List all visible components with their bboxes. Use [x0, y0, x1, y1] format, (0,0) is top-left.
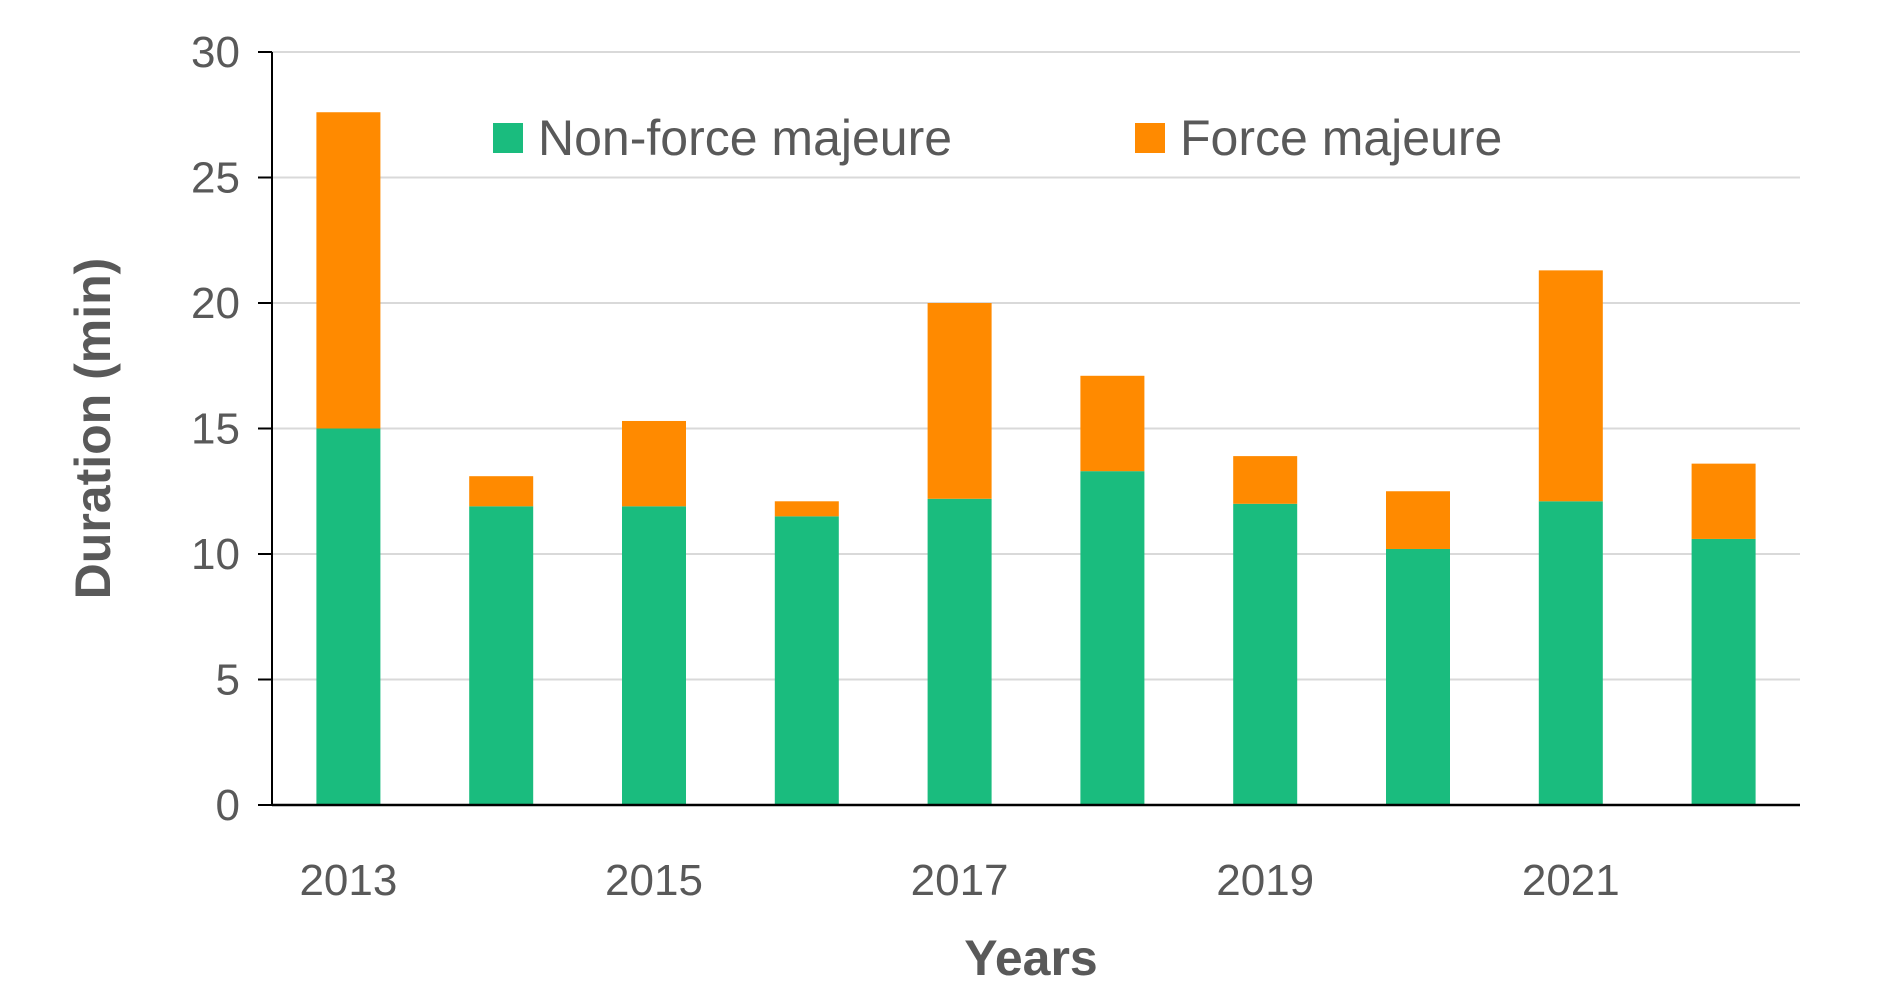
bar-force-majeure-2019 — [1233, 456, 1298, 504]
bar-non-force-majeure-2021 — [1538, 501, 1603, 805]
legend-label: Force majeure — [1180, 110, 1502, 166]
x-tick-label: 2019 — [1216, 856, 1314, 905]
bar-non-force-majeure-2017 — [927, 498, 992, 805]
y-tick-label: 10 — [191, 530, 240, 579]
y-tick-label: 20 — [191, 279, 240, 328]
bar-non-force-majeure-2013 — [316, 428, 381, 805]
y-tick-label: 30 — [191, 28, 240, 77]
axes — [271, 52, 1800, 807]
x-axis-title: Years — [964, 930, 1097, 986]
bar-non-force-majeure-2018 — [1080, 471, 1145, 805]
legend-label: Non-force majeure — [538, 110, 952, 166]
legend-swatch — [493, 123, 523, 153]
y-axis-title: Duration (min) — [65, 258, 121, 600]
bars — [316, 112, 1756, 805]
bar-non-force-majeure-2016 — [774, 516, 839, 805]
bar-force-majeure-2018 — [1080, 375, 1145, 472]
bar-force-majeure-2014 — [469, 476, 534, 507]
bar-force-majeure-2017 — [927, 303, 992, 499]
bar-force-majeure-2013 — [316, 112, 381, 429]
x-tick-label: 2021 — [1522, 856, 1620, 905]
bar-force-majeure-2015 — [622, 420, 686, 507]
bar-non-force-majeure-2019 — [1233, 503, 1298, 805]
y-tick-label: 0 — [216, 781, 240, 830]
y-tick-labels: 0 5 10 15 20 25 30 — [191, 28, 240, 830]
bar-non-force-majeure-2020 — [1386, 548, 1450, 805]
x-tick-label: 2017 — [911, 856, 1009, 905]
y-tick-label: 5 — [216, 656, 240, 705]
x-tick-label: 2015 — [605, 856, 703, 905]
bar-non-force-majeure-2022 — [1691, 538, 1756, 805]
y-tick-label: 15 — [191, 405, 240, 454]
bar-force-majeure-2016 — [774, 501, 839, 517]
bar-non-force-majeure-2014 — [469, 506, 534, 805]
bar-non-force-majeure-2015 — [622, 506, 686, 805]
x-tick-labels: 2013 2015 2017 2019 2021 — [299, 856, 1619, 905]
legend: Non-force majeure Force majeure — [493, 110, 1502, 166]
bar-force-majeure-2022 — [1691, 463, 1756, 539]
y-tick-label: 25 — [191, 154, 240, 203]
legend-swatch — [1135, 123, 1165, 153]
x-tick-label: 2013 — [299, 856, 397, 905]
bar-force-majeure-2020 — [1386, 491, 1450, 549]
bar-force-majeure-2021 — [1538, 270, 1603, 502]
